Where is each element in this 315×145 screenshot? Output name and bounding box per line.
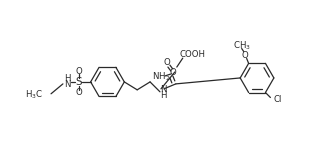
Text: H: H bbox=[64, 74, 70, 83]
Text: O: O bbox=[75, 67, 82, 76]
Text: O: O bbox=[169, 68, 176, 77]
Text: Cl: Cl bbox=[273, 95, 282, 104]
Text: $\mathregular{NH_2}$: $\mathregular{NH_2}$ bbox=[152, 71, 170, 83]
Text: $\mathregular{H_3C}$: $\mathregular{H_3C}$ bbox=[25, 89, 43, 101]
Text: COOH: COOH bbox=[180, 50, 206, 59]
Text: $\mathregular{CH_3}$: $\mathregular{CH_3}$ bbox=[233, 39, 251, 52]
Text: O: O bbox=[163, 58, 170, 67]
Text: O: O bbox=[241, 51, 248, 60]
Text: O: O bbox=[75, 88, 82, 97]
Text: N: N bbox=[160, 85, 166, 94]
Text: N: N bbox=[64, 80, 70, 89]
Text: H: H bbox=[160, 91, 166, 100]
Text: S: S bbox=[76, 77, 82, 87]
